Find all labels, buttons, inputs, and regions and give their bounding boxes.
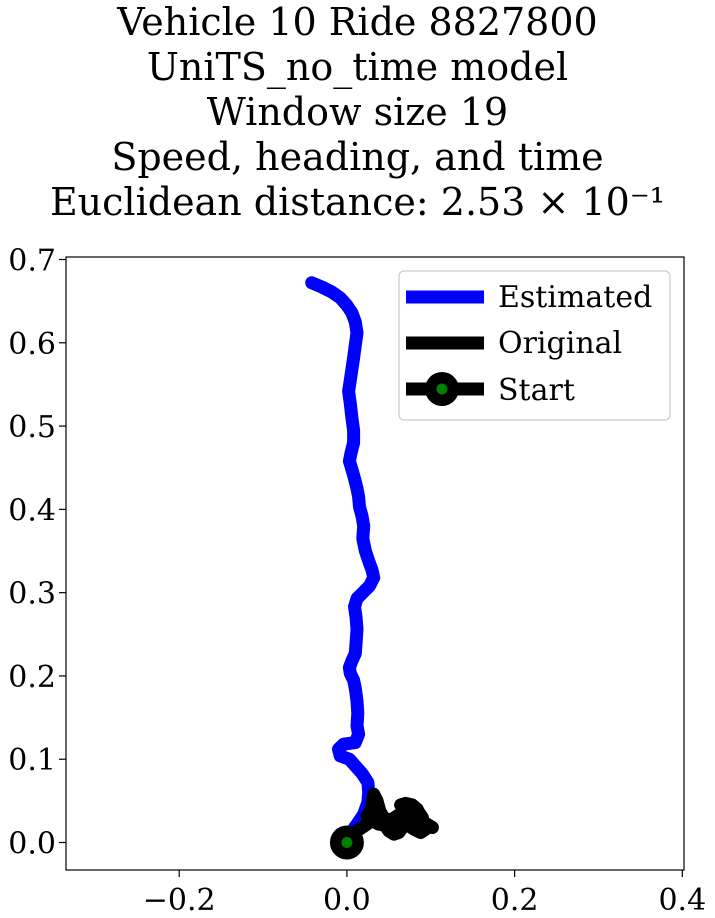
y-tick-label: 0.6	[8, 327, 56, 362]
y-tick-label: 0.5	[8, 410, 56, 445]
legend-start-marker-inner	[436, 383, 448, 395]
x-tick-label: 0.4	[658, 883, 706, 918]
y-tick-label: 0.0	[8, 827, 56, 862]
x-tick-label: −0.2	[143, 883, 216, 918]
title-line-4: Speed, heading, and time	[111, 135, 604, 179]
y-tick-label: 0.3	[8, 577, 56, 612]
x-tick-label: 0.0	[323, 883, 371, 918]
title-line-3: Window size 19	[206, 90, 509, 134]
title-line-2: UniTS_no_time model	[146, 45, 569, 89]
title-line-1: Vehicle 10 Ride 8827800	[117, 0, 598, 44]
x-axis: −0.2 0.0 0.2 0.4	[143, 870, 706, 918]
plot-frame	[65, 256, 685, 871]
x-tick-label: 0.2	[491, 883, 539, 918]
y-tick-label: 0.4	[8, 493, 56, 528]
legend-label-start: Start	[498, 373, 575, 408]
legend: Estimated Original Start	[398, 270, 671, 421]
y-tick-label: 0.1	[8, 743, 56, 778]
y-tick-label: 0.2	[8, 660, 56, 695]
start-marker-inner	[341, 837, 353, 849]
y-axis: 0.0 0.1 0.2 0.3 0.4 0.5 0.6 0.7	[8, 243, 66, 862]
series-layer	[305, 276, 439, 860]
legend-label-original: Original	[498, 326, 622, 361]
title-line-5: Euclidean distance: 2.53 × 10⁻¹	[49, 180, 666, 224]
y-tick-label: 0.7	[8, 243, 56, 278]
series-line-original	[340, 787, 439, 849]
chart-title: Vehicle 10 Ride 8827800 UniTS_no_time mo…	[0, 0, 715, 225]
series-line-estimated	[305, 276, 381, 849]
legend-label-estimated: Estimated	[498, 280, 652, 315]
